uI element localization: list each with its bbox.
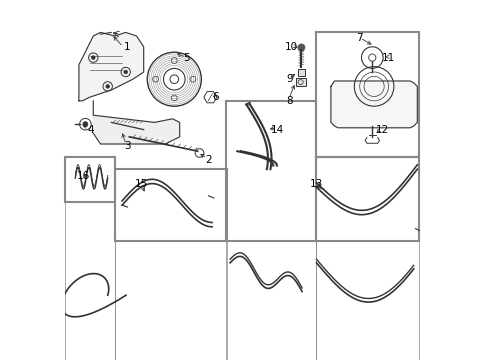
Bar [226, 101, 316, 241]
Bar [115, 241, 226, 360]
Circle shape [106, 85, 109, 88]
Bar [64, 157, 115, 202]
Text: 7: 7 [356, 33, 362, 43]
Text: 5: 5 [183, 53, 190, 63]
Text: 6: 6 [212, 92, 219, 102]
Bar [316, 157, 418, 241]
Circle shape [297, 44, 305, 51]
Text: 10: 10 [284, 42, 297, 52]
Text: 12: 12 [375, 125, 388, 135]
Bar [226, 241, 316, 360]
Circle shape [91, 56, 95, 59]
Polygon shape [330, 81, 416, 128]
Bar [316, 32, 418, 157]
Text: 16: 16 [77, 171, 90, 181]
Bar [64, 202, 115, 360]
Circle shape [82, 122, 88, 127]
Text: 15: 15 [135, 179, 148, 189]
Text: 2: 2 [205, 155, 211, 165]
Bar [297, 69, 305, 76]
Text: 8: 8 [285, 96, 292, 106]
Text: 4: 4 [87, 125, 94, 135]
Bar [316, 241, 418, 360]
Text: 11: 11 [381, 53, 394, 63]
Polygon shape [79, 32, 143, 101]
Text: 13: 13 [309, 179, 323, 189]
Text: 1: 1 [124, 42, 131, 52]
Bar [115, 169, 226, 241]
Text: 14: 14 [270, 125, 284, 135]
Bar [295, 78, 305, 86]
Circle shape [123, 70, 127, 74]
Text: 9: 9 [285, 74, 292, 84]
Polygon shape [93, 101, 179, 144]
Text: 3: 3 [124, 141, 131, 151]
